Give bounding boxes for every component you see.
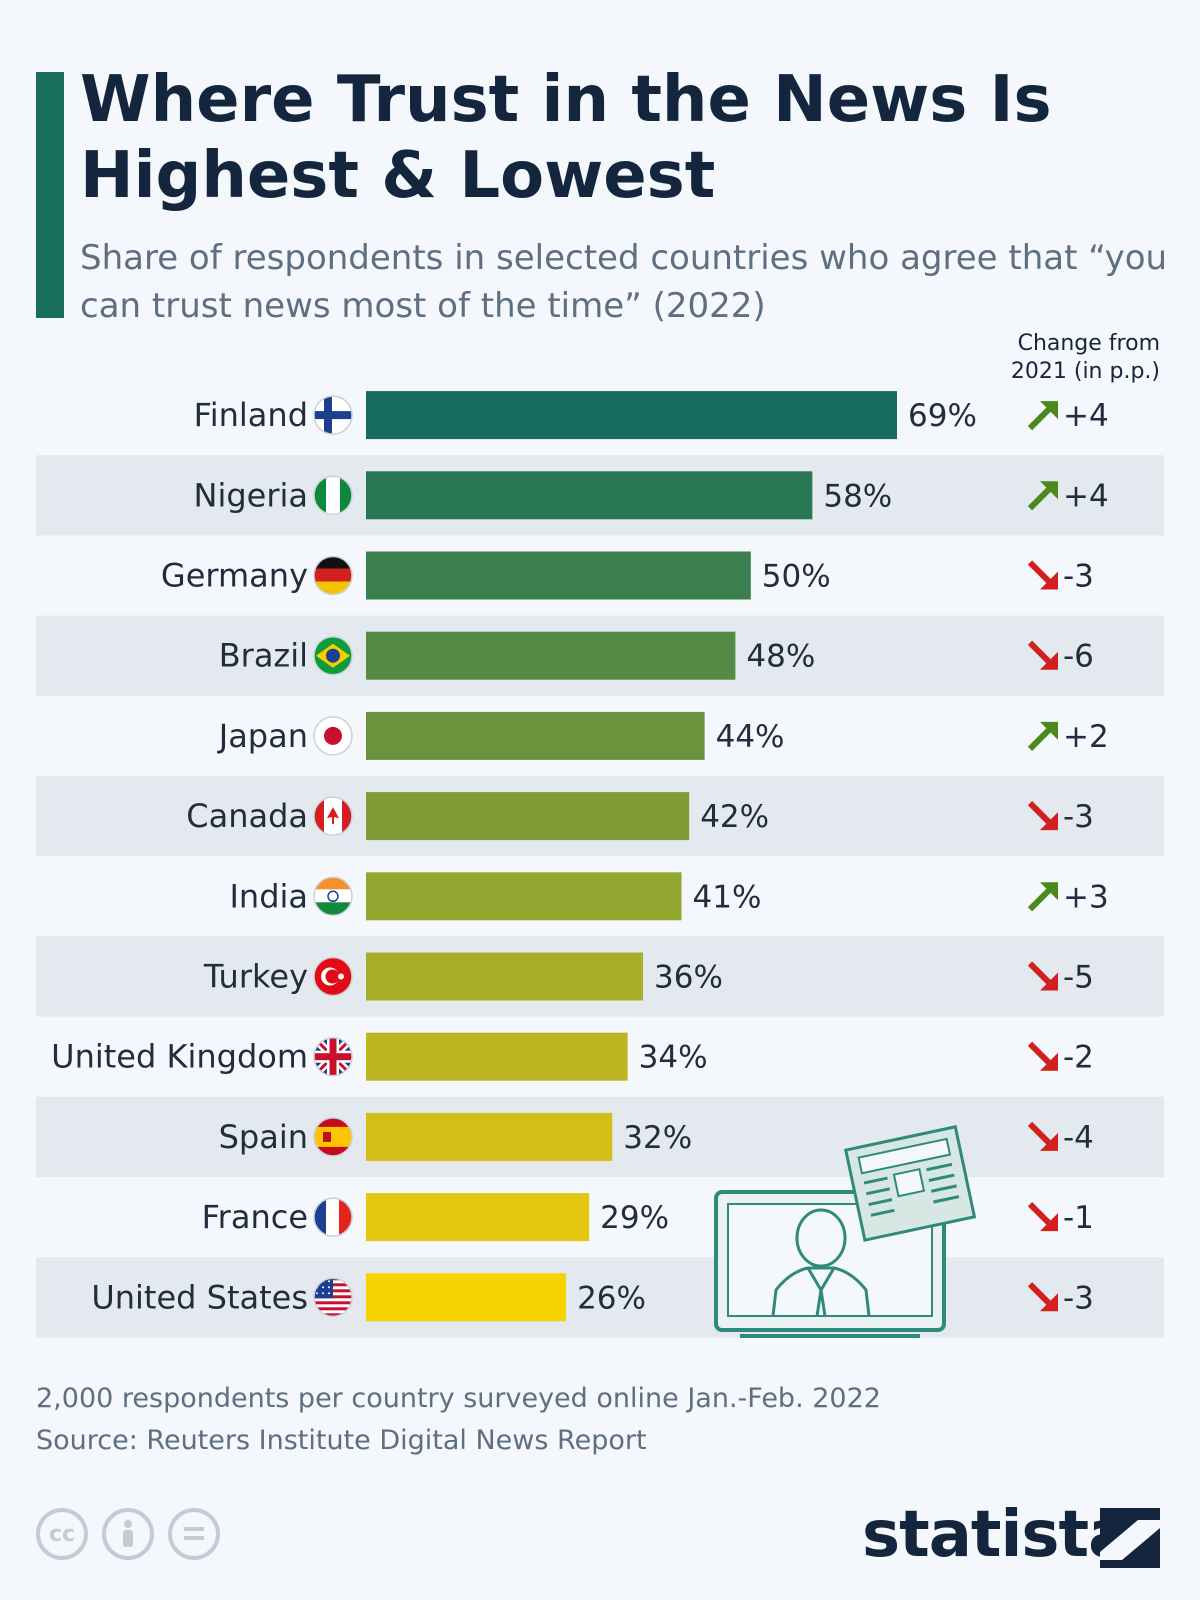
source-note: Source: Reuters Institute Digital News R…	[36, 1425, 647, 1456]
change-value: -4	[1063, 1120, 1094, 1156]
change-value: -2	[1063, 1040, 1094, 1076]
chart-subtitle: Share of respondents in selected countri…	[80, 238, 1168, 326]
france-flag-icon	[313, 1197, 353, 1237]
chart-title: Where Trust in the News Is Highest & Low…	[80, 63, 1052, 213]
spain-flag-icon	[313, 1117, 353, 1157]
arrow-down-right-icon	[1027, 1121, 1058, 1151]
change-value: -3	[1063, 1280, 1094, 1316]
bar	[366, 952, 644, 1001]
bar	[366, 872, 682, 921]
arrow-down-right-icon	[1027, 560, 1058, 590]
bar	[366, 631, 736, 680]
value-label: 69%	[908, 398, 977, 434]
accent-bar	[36, 72, 64, 318]
category-label: United States	[91, 1278, 308, 1316]
bar	[366, 391, 897, 440]
change-value: -3	[1063, 559, 1094, 595]
bar	[366, 1112, 613, 1161]
category-label: Japan	[217, 717, 308, 755]
arrow-down-right-icon	[1027, 1041, 1058, 1071]
category-label: Germany	[161, 557, 308, 595]
category-label: Nigeria	[194, 476, 308, 514]
germany-flag-icon	[313, 555, 353, 596]
india-flag-icon	[313, 876, 353, 917]
category-label: India	[229, 877, 308, 915]
change-value: -3	[1063, 799, 1094, 835]
row-stripe	[36, 1257, 1164, 1338]
value-label: 44%	[716, 719, 785, 755]
value-label: 29%	[600, 1200, 669, 1236]
brand-logo-text: statista	[862, 1498, 1131, 1572]
statista-logo-icon	[1100, 1508, 1160, 1568]
value-label: 58%	[823, 478, 892, 514]
japan-flag-icon	[313, 716, 353, 756]
footnote: 2,000 respondents per country surveyed o…	[36, 1378, 1036, 1462]
bar	[366, 471, 813, 520]
canada-flag-icon	[313, 796, 353, 836]
brazil-flag-icon	[313, 635, 353, 676]
arrow-down-right-icon	[1027, 1282, 1058, 1312]
change-column-header: Change from 2021 (in p.p.)	[1010, 331, 1160, 384]
value-label: 50%	[762, 559, 831, 595]
bar	[366, 1193, 590, 1242]
arrow-up-right-icon	[1027, 481, 1058, 511]
arrow-up-right-icon	[1027, 401, 1058, 431]
value-label: 48%	[746, 639, 815, 675]
bar	[366, 551, 751, 600]
category-label: Canada	[186, 797, 308, 835]
change-value: +2	[1063, 719, 1109, 755]
nigeria-flag-icon	[313, 475, 353, 516]
value-label: 36%	[654, 960, 723, 996]
category-label: France	[202, 1198, 308, 1236]
change-value: -5	[1063, 960, 1094, 996]
change-value: +4	[1063, 478, 1109, 514]
arrow-down-right-icon	[1027, 961, 1058, 991]
change-value: -6	[1063, 639, 1094, 675]
survey-note: 2,000 respondents per country surveyed o…	[36, 1383, 881, 1414]
bar	[366, 1273, 567, 1322]
change-value: +4	[1063, 398, 1109, 434]
bar	[366, 1032, 628, 1081]
license-icons: cc	[36, 1508, 220, 1560]
no-derivatives-icon	[168, 1508, 220, 1560]
attribution-icon	[102, 1508, 154, 1560]
bar	[366, 711, 705, 760]
united-kingdom-flag-icon	[313, 1036, 353, 1077]
category-label: Finland	[194, 396, 308, 434]
category-label: Spain	[219, 1118, 308, 1156]
bar	[366, 792, 690, 841]
turkey-flag-icon	[313, 956, 353, 997]
value-label: 42%	[700, 799, 769, 835]
change-value: -1	[1063, 1200, 1094, 1236]
value-label: 41%	[693, 879, 762, 915]
value-label: 34%	[639, 1040, 708, 1076]
category-label: Turkey	[203, 958, 308, 996]
cc-icon: cc	[36, 1508, 88, 1560]
category-label: United Kingdom	[51, 1038, 308, 1076]
arrow-up-right-icon	[1027, 882, 1058, 912]
arrow-up-right-icon	[1027, 721, 1058, 752]
category-label: Brazil	[219, 637, 308, 675]
change-value: +3	[1063, 879, 1109, 915]
news-illustration	[714, 1125, 977, 1338]
value-label: 26%	[577, 1280, 646, 1316]
arrow-down-right-icon	[1027, 800, 1058, 831]
value-label: 32%	[623, 1120, 692, 1156]
arrow-down-right-icon	[1027, 640, 1058, 670]
arrow-down-right-icon	[1027, 1201, 1058, 1232]
finland-flag-icon	[313, 395, 353, 435]
